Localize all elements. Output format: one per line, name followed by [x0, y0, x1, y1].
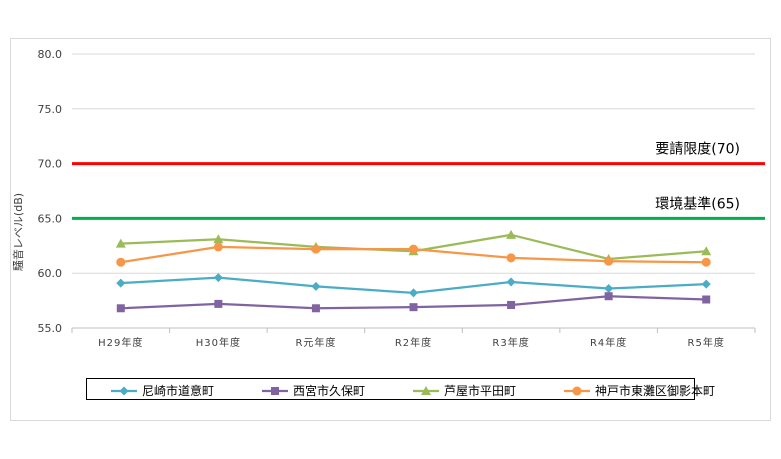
- legend-item: 神戸市東灘区御影本町: [562, 382, 715, 399]
- x-tick-label: R元年度: [295, 336, 336, 349]
- data-point: [311, 304, 320, 313]
- data-point: [116, 257, 126, 267]
- data-point: [604, 292, 613, 301]
- y-tick-label: 80.0: [38, 48, 63, 61]
- legend-swatch: [413, 385, 439, 395]
- data-point: [115, 238, 126, 248]
- legend-item: 尼崎市道意町: [109, 382, 214, 399]
- legend-label: 芦屋市平田町: [444, 384, 517, 398]
- y-tick-label: 75.0: [38, 103, 63, 116]
- data-point: [119, 386, 129, 395]
- x-tick-label: R5年度: [688, 336, 725, 349]
- legend-swatch: [564, 386, 590, 395]
- data-point: [213, 273, 223, 283]
- chart-frame: [10, 38, 771, 421]
- series: [116, 273, 711, 298]
- reference-line-label: 環境基準(65): [655, 195, 740, 212]
- x-axis: H29年度 H30年度 R元年度 R2年度 R3年度 R4年度 R5年度: [71, 328, 756, 349]
- data-point: [409, 288, 418, 298]
- series-layer: [115, 229, 712, 313]
- y-tick-label: 65.0: [38, 212, 63, 225]
- x-tick-label: R2年度: [395, 336, 432, 349]
- data-point: [701, 246, 712, 256]
- data-point: [702, 295, 711, 304]
- data-point: [604, 284, 614, 294]
- data-point: [311, 281, 321, 291]
- reference-lines: 要請限度(70) 環境基準(65): [72, 142, 765, 220]
- data-point: [116, 278, 126, 288]
- data-point: [507, 300, 516, 309]
- legend-swatch: [111, 386, 137, 395]
- data-point: [409, 303, 418, 312]
- legend-label: 尼崎市道意町: [142, 384, 215, 398]
- y-axis: 55.0 60.0 65.0 70.0 75.0 80.0: [38, 48, 63, 335]
- x-tick-label: H29年度: [98, 336, 143, 349]
- data-point: [116, 304, 125, 313]
- data-point: [421, 385, 431, 395]
- legend: 尼崎市道意町 西宮市久保町 芦屋市平田町 神戸市東灘区御影本町: [86, 378, 715, 400]
- y-tick-label: 60.0: [38, 267, 63, 280]
- series: [116, 242, 711, 267]
- data-point: [213, 234, 224, 244]
- data-point: [311, 244, 321, 254]
- x-tick-label: R3年度: [492, 336, 529, 349]
- data-point: [701, 257, 711, 267]
- data-point: [572, 386, 582, 395]
- data-point: [271, 386, 279, 395]
- data-point: [214, 299, 223, 308]
- y-tick-label: 70.0: [38, 158, 63, 171]
- data-point: [506, 253, 516, 263]
- data-point: [213, 242, 223, 252]
- legend-label: 神戸市東灘区御影本町: [595, 384, 716, 398]
- data-point: [701, 279, 711, 289]
- legend-label: 西宮市久保町: [293, 384, 366, 398]
- x-tick-label: R4年度: [590, 336, 627, 349]
- legend-item: 西宮市久保町: [260, 382, 365, 399]
- x-tick-label: H30年度: [196, 336, 241, 349]
- series: [116, 292, 711, 313]
- data-point: [506, 277, 516, 287]
- legend-swatch: [262, 386, 288, 395]
- reference-line-label: 要請限度(70): [655, 142, 740, 158]
- y-tick-label: 55.0: [38, 322, 63, 335]
- data-point: [506, 229, 517, 239]
- legend-item: 芦屋市平田町: [411, 382, 516, 399]
- data-point: [604, 256, 614, 266]
- y-axis-label: 騒音レベル(dB): [11, 193, 25, 271]
- data-point: [409, 244, 418, 254]
